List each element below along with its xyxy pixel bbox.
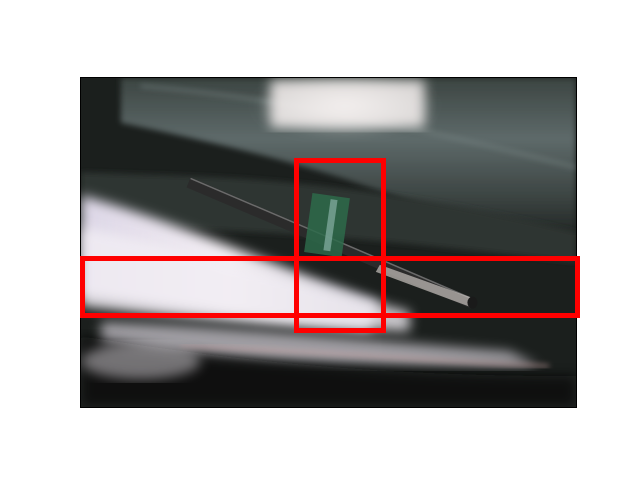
- bag-photo: [81, 78, 576, 407]
- photo-frame: [80, 77, 577, 408]
- pen: [186, 177, 478, 309]
- red-box-vertical: [294, 158, 386, 333]
- red-box-horizontal: [80, 256, 580, 318]
